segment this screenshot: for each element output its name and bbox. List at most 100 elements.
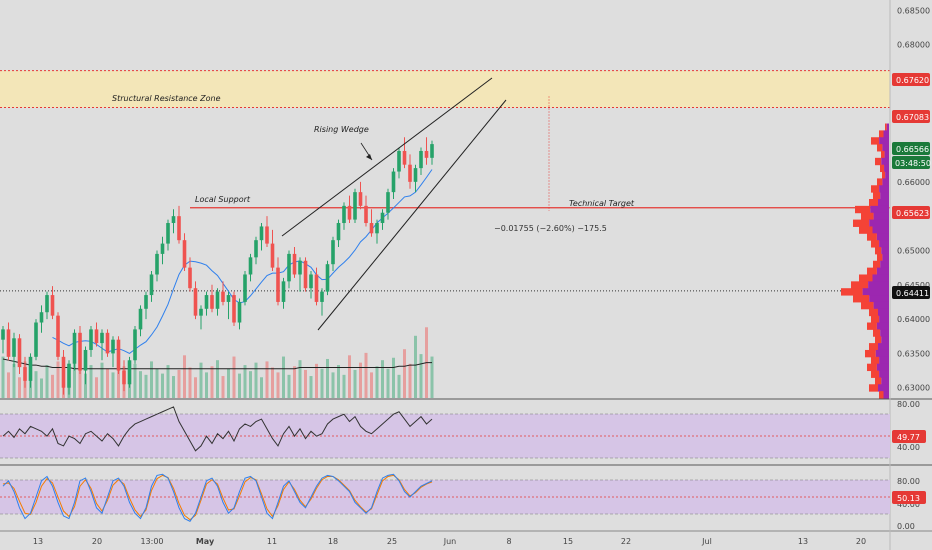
candle-body [39,312,44,323]
candle-body [336,223,341,241]
volume-profile-bin [870,205,889,214]
candle-body [419,150,423,169]
volume-bar [205,372,208,398]
volume-profile-bin [871,356,880,365]
time-tick-label: 18 [328,537,338,546]
volume-bar [249,371,252,398]
candle-body [144,295,148,309]
volume-profile-bin [880,192,889,200]
svg-text:0.65623: 0.65623 [896,209,929,218]
volume-profile-bin [875,349,889,358]
price-tick-label: 0.68000 [897,41,930,50]
candle-body [17,338,22,368]
candle-body [358,192,363,206]
volume-bar [161,373,164,398]
volume-bar [100,362,104,398]
candle-body [281,281,286,302]
volume-profile-bin [875,157,882,166]
volume-profile-bin [867,322,877,330]
volume-bar [1,356,5,398]
volume-profile-bin [880,329,889,337]
volume-profile-bin [885,171,889,179]
candle-body [12,338,16,357]
volume-bar [298,360,302,398]
wedge-lower-line [317,99,507,331]
badge-last-price: 0.66566 [892,142,930,155]
wedge-upper-line [281,77,493,237]
candle-body [171,216,176,224]
volume-bar [364,352,368,398]
volume-profile-bin [859,274,873,282]
volume-bar [414,335,417,398]
price-tick-label: 0.65000 [897,246,930,255]
volume-profile-bin [876,322,889,330]
volume-profile-bin [873,301,889,310]
volume-profile-bin [871,185,880,193]
candles [1,137,434,395]
rsi-tick-80: 80.00 [897,400,920,409]
volume-bar [40,378,43,398]
candle-body [347,205,352,220]
candle-body [1,329,5,340]
candle-body [210,295,214,309]
candle-body [23,367,27,381]
volume-profile-bin [881,157,889,166]
candle-body [116,339,121,371]
candle-body [166,223,170,244]
stoch-tick-0: 0.00 [897,522,915,531]
candle-body [28,356,33,381]
volume-bar [78,368,82,398]
stoch-tick-80: 80.00 [897,477,920,486]
volume-bar [381,360,384,398]
volume-profile-bin [881,377,889,385]
candle-body [155,253,159,275]
volume-profile-bin [868,281,889,289]
volume-profile-bin [879,370,889,378]
time-tick-label: 13 [33,537,43,546]
candle-body [402,150,407,165]
stoch-d-line [2,474,433,521]
volume-bar [337,365,340,398]
time-tick-label: 20 [856,537,866,546]
candle-body [67,363,71,388]
volume-profile-bin [879,240,889,248]
time-tick-label: Jul [701,537,712,546]
volume-profile-bin [871,240,880,248]
candle-body [386,192,390,213]
candle-body [375,223,379,234]
volume-bar [210,366,214,398]
time-tick-label: Jun [443,537,457,546]
candle-body [314,274,319,302]
candle-body [50,295,55,316]
badge-rsi: 49.77 [892,430,926,443]
volume-bar [188,367,192,398]
candle-body [149,274,154,296]
time-tick-label: 8 [506,537,511,546]
volume-profile-bin [879,137,889,145]
candle-body [331,240,335,265]
volume-profile-bin [871,315,880,324]
volume-bar [309,376,313,398]
volume-bar [331,372,335,398]
volume-profile-bin [861,212,874,221]
candle-body [182,240,187,268]
volume-bar [304,369,307,398]
volume-profile-bin [876,267,889,275]
volume-profile-bin [877,253,883,262]
volume-bar [293,366,296,398]
candle-body [226,295,231,302]
volume-bar [315,363,318,398]
time-axis[interactable]: 13 20 13:00 May 11 18 25 Jun 8 15 22 Jul 13 20 [33,537,866,546]
badge-resistance-top: 0.67620 [892,73,930,86]
candle-body [111,339,115,354]
volume-bar [89,365,93,398]
volume-profile-bin [878,308,889,317]
volume-profile-bin [879,185,889,193]
wedge-arrow-head [366,154,372,160]
svg-text:0.67083: 0.67083 [896,113,929,122]
volume-bar [386,368,390,398]
candle-body [413,168,418,182]
candle-body [353,192,357,220]
candle-body [45,295,49,313]
